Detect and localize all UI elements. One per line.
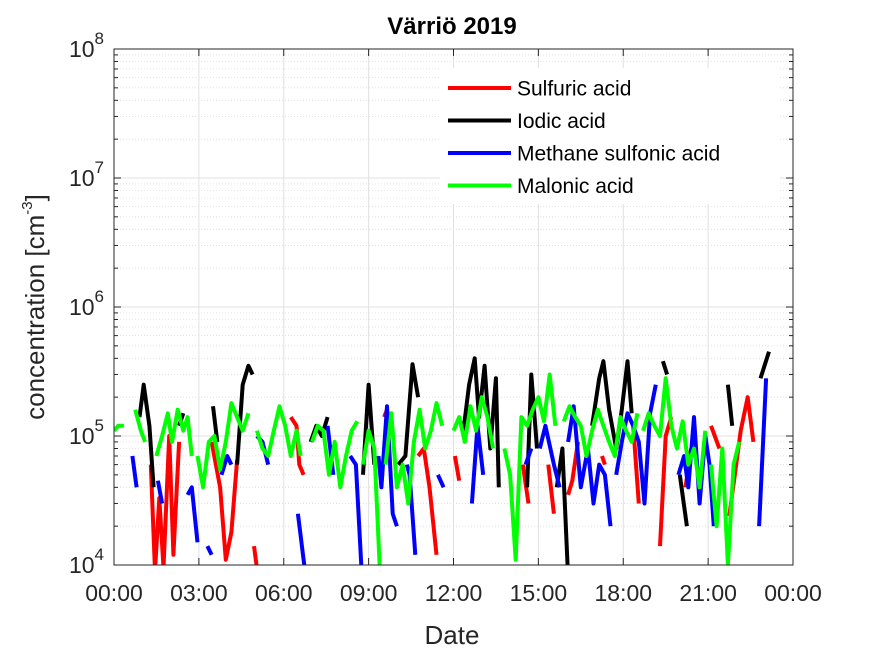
y-tick-label: 106 [69,287,104,320]
series-line-segment [396,362,421,466]
x-tick-label: 15:00 [510,580,568,606]
legend: Sulfuric acid Iodic acid Methane sulfonic … [440,68,780,204]
series-line-segment [137,382,156,488]
series-line-segment [502,372,558,562]
series-line-segment [295,513,307,565]
series-line-segment [546,464,556,514]
series-line-segment [211,406,220,443]
x-tick-label: 09:00 [340,580,398,606]
series-line-segment [436,473,446,489]
series-line-segment [554,446,570,565]
series-line-segment [209,441,240,562]
series-line-segment [130,455,139,488]
legend-box [440,68,780,204]
legend-label: Methane sulfonic acid [517,143,720,166]
series-line-segment [155,480,165,504]
series-line-segment [452,455,462,482]
series-line-segment [660,360,670,376]
series-line-segment [205,545,214,556]
x-tick-label: 12:00 [425,580,483,606]
x-axis-label: Date [425,620,480,650]
series-line-segment [348,454,364,565]
chart-title: Värriö 2019 [387,13,516,40]
y-axis-label: concentration [cm-3] [19,194,50,420]
x-tick-label: 06:00 [255,580,313,606]
y-tick-label: 107 [69,158,104,191]
series-line-segment [757,378,769,527]
series-line-segment [590,359,634,451]
series-line-segment [614,384,658,506]
y-tick-label: 104 [69,545,104,578]
x-tick-label: 21:00 [679,580,737,606]
legend-label: Iodic acid [517,110,606,133]
x-tick-label: 18:00 [594,580,652,606]
legend-label: Sulfuric acid [517,78,631,101]
series-line-segment [709,425,722,450]
series-line-segment [133,409,147,443]
series-line-segment [709,441,742,565]
series-line-segment [361,428,382,565]
series-line-segment [461,356,501,488]
y-tick-label: 108 [69,29,104,62]
x-tick-label: 03:00 [170,580,228,606]
series-line-segment [525,372,539,488]
series-line-segment [310,420,360,490]
x-tick-labels: 00:00 03:00 06:00 09:00 12:00 15:00 18:00 21:00… [85,580,822,606]
series-line-segment [114,423,124,433]
series-line-segment [725,384,735,427]
series-line-segment [537,423,562,488]
series-line-segment [416,446,439,556]
x-tick-label: 00:00 [764,580,822,606]
series-line-segment [383,401,445,506]
y-tick-labels: 104 105 106 107 108 [69,29,104,578]
series-line-segment [758,351,771,379]
x-tick-label: 00:00 [85,580,143,606]
series-line-segment [523,447,534,466]
series-iodic-acid [137,351,771,565]
series-line-segment [376,404,399,527]
series-line-segment [154,407,194,457]
series-line-segment [195,401,251,490]
series-line-segment [219,454,234,476]
tick-marks [113,48,794,566]
series-line-segment [677,474,689,527]
series-line-segment [451,395,496,449]
series-line-segment [561,404,640,458]
y-axis-label-main: concentration [cm [20,215,50,420]
y-tick-label: 105 [69,416,104,449]
legend-label: Malonic acid [517,175,634,198]
series-line-segment [185,485,200,543]
series-line-segment [252,545,259,565]
series-line-segment [148,434,182,565]
series-line-segment [254,404,303,458]
y-axis-label-exponent: -3 [19,201,36,214]
series-line-segment [600,455,607,466]
series-layer [114,351,771,565]
series-malonic-acid [114,372,742,565]
y-axis-label-end: ] [20,194,50,201]
series-line-segment [641,376,708,490]
